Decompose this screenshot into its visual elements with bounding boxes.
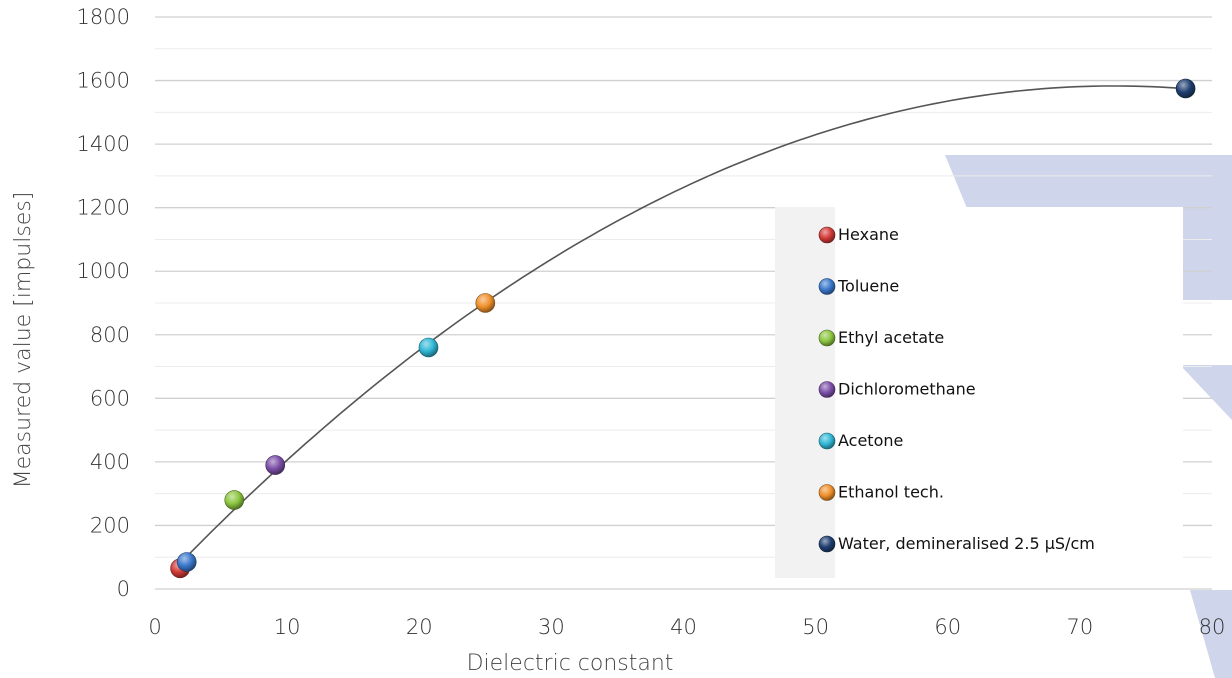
x-tick-label: 70 bbox=[1067, 615, 1094, 639]
legend-marker bbox=[818, 329, 836, 347]
data-point bbox=[265, 455, 286, 475]
y-axis-title: Measured value [impulses] bbox=[11, 192, 36, 489]
data-point bbox=[1175, 78, 1196, 99]
x-tick-label: 0 bbox=[148, 615, 161, 639]
data-point bbox=[176, 552, 197, 572]
legend-label: Toluene bbox=[837, 277, 899, 296]
legend-marker bbox=[818, 432, 836, 450]
legend-label: Dichloromethane bbox=[838, 380, 976, 399]
x-tick-label: 50 bbox=[802, 615, 829, 639]
y-tick-label: 200 bbox=[90, 513, 130, 537]
legend-label: Acetone bbox=[838, 431, 903, 450]
data-point bbox=[475, 293, 496, 313]
y-tick-label: 800 bbox=[90, 323, 130, 347]
x-tick-label: 30 bbox=[538, 615, 565, 639]
y-tick-label: 400 bbox=[90, 450, 130, 474]
legend-marker bbox=[818, 278, 836, 295]
y-tick-label: 1800 bbox=[77, 5, 130, 29]
y-tick-label: 0 bbox=[117, 577, 130, 601]
y-tick-label: 1400 bbox=[77, 132, 130, 156]
y-tick-label: 1000 bbox=[77, 259, 130, 283]
x-axis-title: Dielectric constant bbox=[467, 651, 674, 676]
y-tick-label: 600 bbox=[90, 386, 130, 410]
x-tick-label: 20 bbox=[406, 615, 433, 639]
legend-label: Hexane bbox=[838, 225, 899, 244]
data-points bbox=[170, 78, 1196, 579]
legend-marker bbox=[818, 535, 836, 553]
x-tick-label: 80 bbox=[1199, 615, 1226, 639]
x-tick-label: 40 bbox=[670, 615, 697, 639]
data-point bbox=[418, 337, 439, 358]
legend-marker bbox=[818, 484, 836, 501]
trendline bbox=[179, 85, 1186, 564]
data-point bbox=[224, 490, 245, 510]
legend-label: Ethyl acetate bbox=[838, 328, 944, 347]
x-tick-labels: 0 10 20 30 40 50 60 70 80 bbox=[148, 615, 1225, 639]
x-tick-label: 10 bbox=[274, 615, 301, 639]
legend-marker bbox=[818, 381, 836, 398]
legend-marker bbox=[818, 226, 836, 244]
y-tick-label: 1600 bbox=[77, 69, 130, 93]
legend-label: Ethanol tech. bbox=[838, 483, 944, 502]
y-tick-label: 1200 bbox=[77, 196, 130, 220]
legend: Hexane Toluene Ethyl acetate Dichloromethan… bbox=[775, 207, 1183, 578]
legend-label: Water, demineralised 2.5 µS/cm bbox=[838, 534, 1095, 553]
x-tick-label: 60 bbox=[934, 615, 961, 639]
legend-background bbox=[835, 207, 1183, 578]
y-tick-labels: 0 200 400 600 800 1000 1200 1400 1600 1800 bbox=[77, 5, 130, 601]
